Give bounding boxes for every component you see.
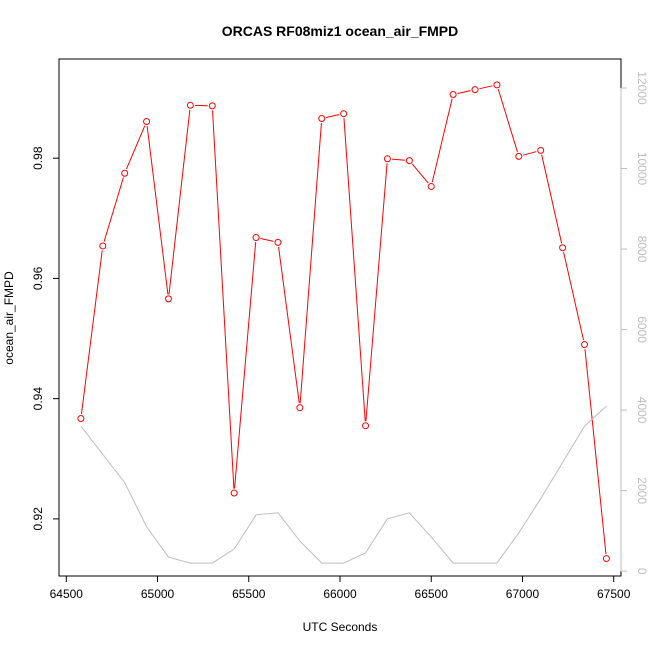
series-line — [80, 405, 607, 564]
y2-tick-label: 0 — [635, 568, 649, 575]
y-tick-label: 0.92 — [31, 507, 45, 531]
series-segment — [234, 241, 257, 489]
series-segment — [212, 110, 235, 489]
data-point — [296, 404, 304, 412]
data-point — [252, 234, 260, 242]
data-point — [427, 182, 435, 190]
x-axis-label: UTC Seconds — [303, 620, 378, 634]
series-layer — [77, 81, 610, 564]
data-point — [318, 115, 326, 123]
y2-tick-label: 12000 — [635, 71, 649, 105]
y-axis-label: ocean_air_FMPD — [2, 271, 16, 365]
y2-tick-label: 10000 — [635, 152, 649, 186]
series-segment — [563, 252, 585, 341]
series-segment — [278, 246, 300, 404]
data-point — [405, 157, 413, 165]
series-segment — [125, 125, 146, 170]
series-segment — [146, 125, 169, 295]
y2-tick-label: 8000 — [635, 236, 649, 263]
series-segment — [260, 238, 274, 242]
series-segment — [168, 109, 191, 295]
series-primary — [77, 81, 610, 563]
series-segment — [431, 98, 453, 183]
data-point — [208, 102, 216, 110]
series-segment — [523, 151, 537, 156]
data-point — [581, 341, 589, 349]
y2-tick-label: 2000 — [635, 477, 649, 504]
series-secondary — [80, 405, 607, 564]
series-segment — [365, 163, 388, 422]
y-axis-right: 0 2000 4000 6000 8000 10000 12000 — [620, 71, 649, 575]
y2-tick-label: 6000 — [635, 316, 649, 343]
series-segment — [103, 177, 124, 242]
x-tick-label: 65000 — [141, 587, 175, 601]
series-segment — [391, 158, 405, 161]
series-segment — [326, 114, 340, 119]
x-tick-label: 64500 — [50, 587, 84, 601]
data-point — [515, 152, 523, 160]
data-point — [99, 242, 107, 250]
data-point — [77, 414, 85, 422]
series-segment — [541, 154, 563, 244]
series-segment — [411, 163, 429, 184]
series-segment — [299, 122, 322, 404]
x-tick-label: 66500 — [415, 587, 449, 601]
data-point — [362, 422, 370, 430]
data-point — [471, 86, 479, 94]
y-axis-left: 0.92 0.94 0.96 0.98 — [31, 146, 60, 531]
data-point — [121, 169, 129, 177]
series-segment — [584, 348, 607, 555]
data-point — [537, 146, 545, 154]
data-point — [143, 118, 151, 126]
data-point — [230, 489, 238, 497]
data-point — [340, 110, 348, 118]
y2-tick-label: 4000 — [635, 397, 649, 424]
plot-frame — [58, 58, 622, 577]
y-tick-label: 0.94 — [31, 387, 45, 411]
x-tick-label: 66000 — [323, 587, 357, 601]
data-point — [449, 90, 457, 98]
data-point — [164, 295, 172, 303]
x-axis: 64500 65000 65500 66000 66500 67000 67500 — [50, 575, 631, 601]
series-segment — [80, 250, 103, 415]
series-segment — [457, 90, 471, 94]
data-point — [274, 238, 282, 246]
data-point — [383, 155, 391, 163]
series-segment — [343, 118, 366, 422]
y-tick-label: 0.96 — [31, 266, 45, 290]
x-tick-label: 67000 — [506, 587, 540, 601]
x-tick-label: 67500 — [597, 587, 631, 601]
chart-title: ORCAS RF08miz1 ocean_air_FMPD — [222, 23, 459, 39]
data-point — [559, 244, 567, 252]
x-tick-label: 65500 — [232, 587, 266, 601]
data-point — [186, 101, 194, 109]
y-tick-label: 0.98 — [31, 146, 45, 170]
series-segment — [479, 85, 493, 90]
data-point — [493, 81, 501, 89]
series-segment — [497, 89, 518, 153]
data-point — [602, 555, 610, 563]
